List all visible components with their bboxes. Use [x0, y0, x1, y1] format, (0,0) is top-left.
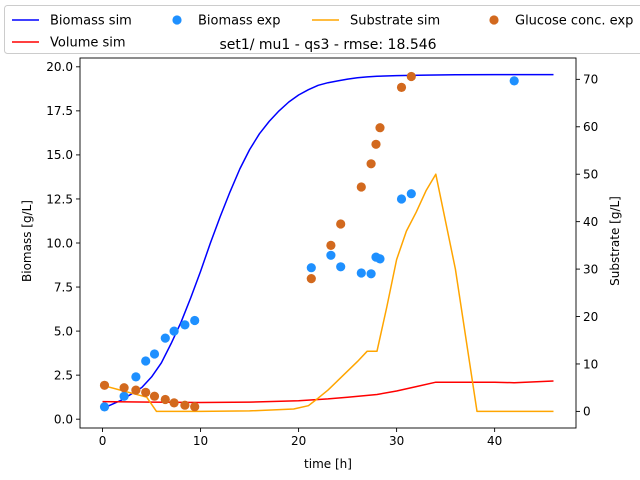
- data-point-biomass-exp: [396, 194, 407, 204]
- data-point-biomass-exp: [406, 189, 416, 199]
- data-point-biomass-exp: [160, 333, 170, 343]
- x-tick-label: 10: [193, 434, 208, 448]
- data-point-glucose-conc-exp: [406, 71, 416, 82]
- data-point-glucose-conc-exp: [180, 400, 190, 410]
- x-tick-label: 30: [389, 434, 404, 448]
- data-point-glucose-conc-exp: [336, 219, 346, 229]
- data-point-glucose-conc-exp: [356, 182, 366, 192]
- y-axis-label: Biomass [g/L]: [20, 200, 34, 282]
- legend-label-substrate-sim: Substrate sim: [350, 14, 440, 29]
- y2-tick-label: 0: [583, 405, 591, 419]
- data-point-glucose-conc-exp: [169, 398, 179, 408]
- data-point-biomass-exp: [326, 250, 336, 260]
- y2-tick-label: 60: [583, 120, 598, 134]
- chart-title: set1/ mu1 - qs3 - rmse: 18.546: [219, 37, 436, 53]
- y-tick-label: 20.0: [46, 60, 73, 74]
- data-point-biomass-exp: [375, 254, 385, 264]
- data-point-biomass-exp: [149, 349, 160, 359]
- data-point-biomass-exp: [119, 391, 129, 401]
- x-tick-label: 0: [99, 434, 107, 448]
- y2-tick-label: 30: [583, 262, 598, 276]
- data-point-biomass-exp: [190, 315, 200, 326]
- legend: Biomass sim Volume sim Biomass exp Substrat…: [4, 5, 640, 54]
- data-point-glucose-conc-exp: [141, 387, 151, 397]
- y-tick-label: 15.0: [46, 148, 73, 162]
- y2-tick-label: 10: [583, 357, 598, 371]
- data-point-glucose-conc-exp: [131, 385, 141, 395]
- data-point-glucose-conc-exp: [371, 139, 381, 149]
- series-line-volume-sim: [102, 380, 554, 404]
- y-tick-label: 17.5: [46, 104, 73, 118]
- data-point-glucose-conc-exp: [149, 391, 160, 401]
- data-point-glucose-conc-exp: [326, 240, 336, 250]
- y-tick-label: 2.5: [54, 368, 73, 382]
- legend-label-volume-sim: Volume sim: [50, 36, 126, 51]
- data-point-glucose-conc-exp: [366, 159, 376, 169]
- data-point-biomass-exp: [509, 76, 519, 86]
- data-point-glucose-conc-exp: [99, 380, 110, 390]
- y2-tick-label: 50: [583, 168, 598, 182]
- data-point-glucose-conc-exp: [306, 274, 316, 284]
- data-point-glucose-conc-exp: [190, 402, 200, 412]
- series-line-substrate-sim: [102, 173, 554, 413]
- y2-tick-label: 40: [583, 215, 598, 229]
- y-tick-label: 12.5: [46, 192, 73, 206]
- y-tick-label: 5.0: [54, 324, 73, 338]
- x-axis-label: time [h]: [304, 457, 352, 471]
- data-point-biomass-exp: [366, 269, 376, 279]
- legend-label-glucose-conc-exp: Glucose conc. exp: [515, 14, 633, 29]
- data-point-biomass-exp: [306, 263, 316, 273]
- legend-swatch-glucose-conc-exp: [489, 15, 499, 25]
- plot-series: [99, 71, 554, 413]
- data-point-glucose-conc-exp: [375, 123, 385, 133]
- legend-label-biomass-exp: Biomass exp: [198, 14, 281, 29]
- data-point-biomass-exp: [169, 326, 179, 336]
- data-point-biomass-exp: [99, 402, 110, 412]
- data-point-biomass-exp: [141, 356, 151, 366]
- data-point-biomass-exp: [356, 268, 366, 278]
- y2-tick-label: 20: [583, 310, 598, 324]
- legend-label-biomass-sim: Biomass sim: [50, 14, 132, 29]
- data-point-biomass-exp: [180, 320, 190, 330]
- y-tick-label: 0.0: [54, 412, 73, 426]
- plot-area: [99, 71, 554, 413]
- series-line-biomass-sim: [102, 73, 554, 410]
- data-point-biomass-exp: [131, 372, 141, 382]
- data-point-glucose-conc-exp: [396, 82, 407, 92]
- y2-tick-label: 70: [583, 73, 598, 87]
- data-point-glucose-conc-exp: [160, 394, 170, 405]
- y2-axis-label: Substrate [g/L]: [608, 196, 622, 286]
- axes: 0 10 20 30 40 0.0 2.5 5.0 7.5 10.0 12.5 15.0 17.5 20.…: [46, 57, 598, 448]
- x-tick-label: 20: [291, 434, 306, 448]
- legend-swatch-biomass-exp: [172, 15, 182, 25]
- legend-frame: [4, 5, 640, 54]
- y-tick-label: 10.0: [46, 236, 73, 250]
- y-tick-label: 7.5: [54, 280, 73, 294]
- data-point-glucose-conc-exp: [119, 383, 129, 393]
- x-tick-label: 40: [487, 434, 502, 448]
- data-point-biomass-exp: [336, 262, 346, 272]
